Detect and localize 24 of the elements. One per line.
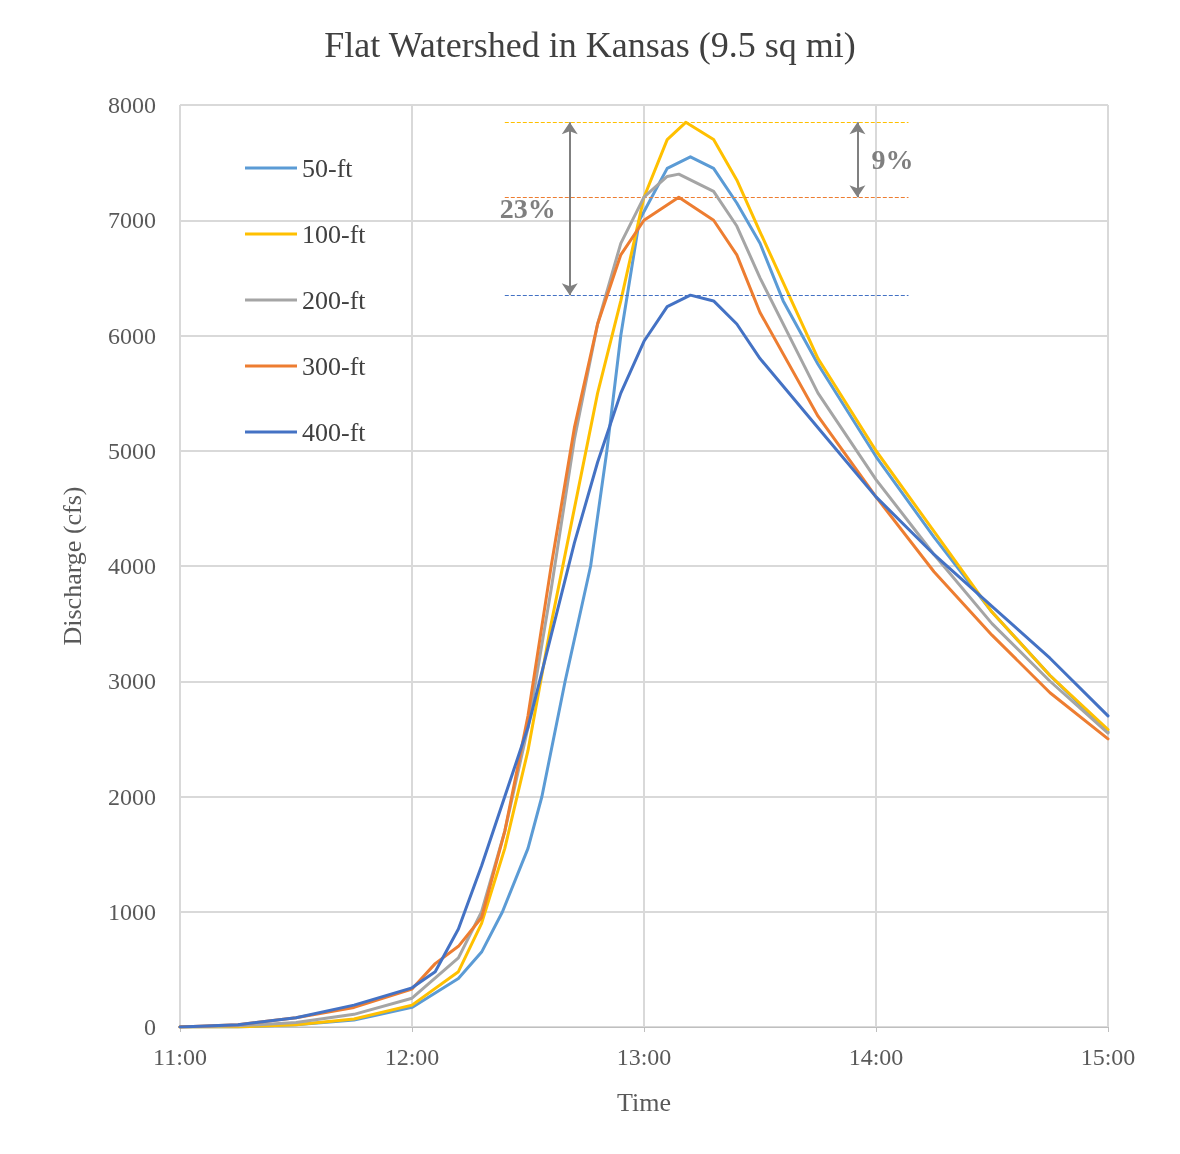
x-tick-label: 11:00 — [153, 1044, 207, 1070]
legend-label: 300-ft — [302, 351, 367, 381]
y-tick-label: 6000 — [108, 322, 156, 349]
legend-label: 100-ft — [302, 219, 367, 249]
y-tick-label: 1000 — [108, 898, 156, 925]
chart-title: Flat Watershed in Kansas (9.5 sq mi) — [324, 25, 856, 65]
y-tick-label: 8000 — [108, 92, 156, 118]
y-tick-label: 0 — [144, 1014, 156, 1040]
legend-label: 400-ft — [302, 417, 367, 447]
x-axis-title: Time — [617, 1087, 671, 1117]
x-tick-label: 15:00 — [1080, 1044, 1136, 1070]
legend-label: 50-ft — [302, 153, 354, 183]
x-tick-label: 13:00 — [616, 1044, 672, 1070]
y-tick-label: 7000 — [108, 207, 156, 234]
y-tick-label: 2000 — [108, 783, 156, 810]
x-tick-label: 12:00 — [384, 1044, 440, 1070]
annotation: 23% — [499, 193, 556, 225]
y-tick-label: 5000 — [108, 437, 156, 464]
y-axis-title: Discharge (cfs) — [57, 486, 87, 646]
x-tick-label: 14:00 — [848, 1044, 904, 1070]
y-tick-label: 4000 — [108, 553, 156, 579]
legend-label: 200-ft — [302, 285, 367, 315]
annotation: 9% — [871, 144, 914, 176]
y-tick-label: 3000 — [108, 668, 156, 695]
